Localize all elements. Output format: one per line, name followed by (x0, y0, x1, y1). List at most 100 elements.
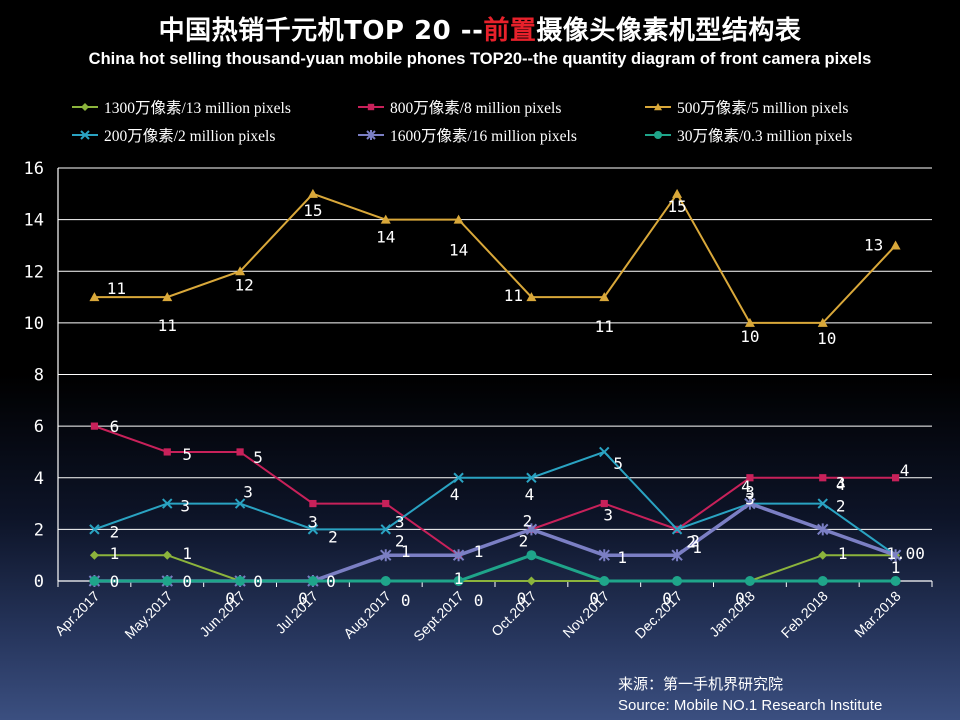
series-1 (90, 422, 900, 559)
legend-marker (654, 103, 662, 111)
data-label: 2 (395, 531, 405, 550)
data-point (817, 523, 829, 536)
data-point (162, 576, 173, 586)
legend-marker (80, 130, 90, 140)
legend-item: 1300万像素/13 million pixels (72, 97, 291, 117)
data-label: 1 (401, 542, 411, 561)
data-point (307, 524, 319, 535)
data-point (163, 448, 171, 456)
legend-swatch (72, 130, 98, 140)
legend-swatch (358, 130, 384, 140)
data-point (526, 550, 537, 561)
x-tick-label: Nov.2017 (559, 588, 612, 641)
legend-label: 1600万像素/16 million pixels (390, 128, 577, 145)
data-point (307, 576, 318, 586)
data-point (89, 292, 100, 302)
legend-label: 30万像素/0.3 million pixels (677, 128, 853, 145)
data-label: 4 (900, 461, 910, 480)
data-label: 1 (838, 544, 848, 563)
data-point (307, 188, 318, 198)
data-label: 11 (158, 316, 177, 335)
y-tick-label: 14 (24, 211, 44, 231)
data-label: 0 (589, 589, 599, 608)
data-label: 2 (523, 511, 533, 530)
data-point (526, 292, 537, 302)
data-point (672, 188, 683, 198)
data-point (671, 549, 683, 562)
data-point (744, 576, 755, 586)
x-tick-label: Jul.2017 (272, 588, 321, 637)
data-label: 2 (836, 496, 846, 515)
data-label: 11 (504, 286, 523, 305)
data-point (526, 472, 537, 483)
x-tick-label: Jun.2017 (196, 588, 248, 640)
data-point (382, 499, 390, 508)
data-label: 5 (253, 448, 263, 467)
data-point (162, 292, 173, 302)
data-point (453, 472, 464, 483)
data-point (744, 497, 756, 510)
data-point (525, 523, 538, 536)
data-point (889, 549, 902, 562)
legend-label: 500万像素/5 million pixels (677, 100, 849, 117)
x-tick-label: Mar.2018 (851, 588, 904, 641)
data-label: 0 (401, 591, 411, 610)
source-line-cn: 来源：第一手机界研究院 (618, 676, 784, 693)
data-point (380, 576, 391, 586)
data-label: 5 (182, 445, 192, 464)
data-label: 1 (182, 544, 192, 563)
data-label: 11 (595, 317, 614, 336)
data-label: 4 (450, 485, 460, 504)
legend-marker (367, 103, 375, 111)
y-tick-label: 12 (24, 262, 44, 282)
data-point (162, 550, 172, 560)
y-tick-label: 16 (24, 159, 44, 179)
data-point (890, 240, 901, 250)
data-label: 2 (110, 522, 120, 541)
data-point (236, 448, 244, 456)
data-point (671, 524, 683, 535)
data-label: 4 (741, 477, 751, 496)
x-tick-label: Dec.2017 (632, 588, 686, 642)
data-point (90, 422, 99, 430)
chart-title-cn: 中国热销千元机TOP 20 --前置摄像头像素机型结构表 (0, 10, 960, 47)
legend-swatch (358, 103, 384, 111)
legend-swatch (645, 103, 671, 111)
data-point (817, 317, 828, 327)
data-label: 1 (454, 569, 464, 588)
legend-item: 200万像素/2 million pixels (72, 125, 275, 145)
data-label: 0 (474, 591, 484, 610)
data-point (235, 266, 246, 276)
data-label: 14 (376, 228, 395, 247)
data-label: 13 (864, 235, 883, 254)
x-tick-label: Sept.2017 (410, 588, 467, 645)
data-label: 3 (603, 506, 613, 525)
data-label: 14 (449, 241, 468, 260)
y-tick-label: 2 (34, 520, 44, 540)
data-label: 0 (225, 589, 235, 608)
data-point (235, 576, 246, 586)
data-point (598, 549, 610, 562)
data-label: 0 (253, 572, 263, 591)
data-point (526, 576, 536, 586)
series-line (94, 554, 896, 582)
legend-item: 1600万像素/16 million pixels (358, 125, 577, 145)
legend-label: 200万像素/2 million pixels (104, 128, 276, 145)
legend-label: 1300万像素/13 million pixels (104, 100, 291, 117)
data-label: 5 (613, 454, 623, 473)
x-tick-label: May.2017 (121, 588, 175, 642)
data-point (819, 474, 827, 482)
data-label: 0 (110, 572, 120, 591)
data-point (672, 576, 683, 586)
data-label: 3 (243, 483, 253, 502)
data-label: 2 (328, 527, 338, 546)
series-4 (88, 497, 902, 587)
chart-title-en: China hot selling thousand-yuan mobile p… (88, 50, 872, 68)
data-label: 1 (474, 542, 484, 561)
legend-marker (81, 103, 89, 111)
data-label: 2 (519, 531, 529, 550)
data-point (89, 524, 100, 535)
data-label: 0 (662, 589, 672, 608)
data-label: 3 (745, 483, 755, 502)
